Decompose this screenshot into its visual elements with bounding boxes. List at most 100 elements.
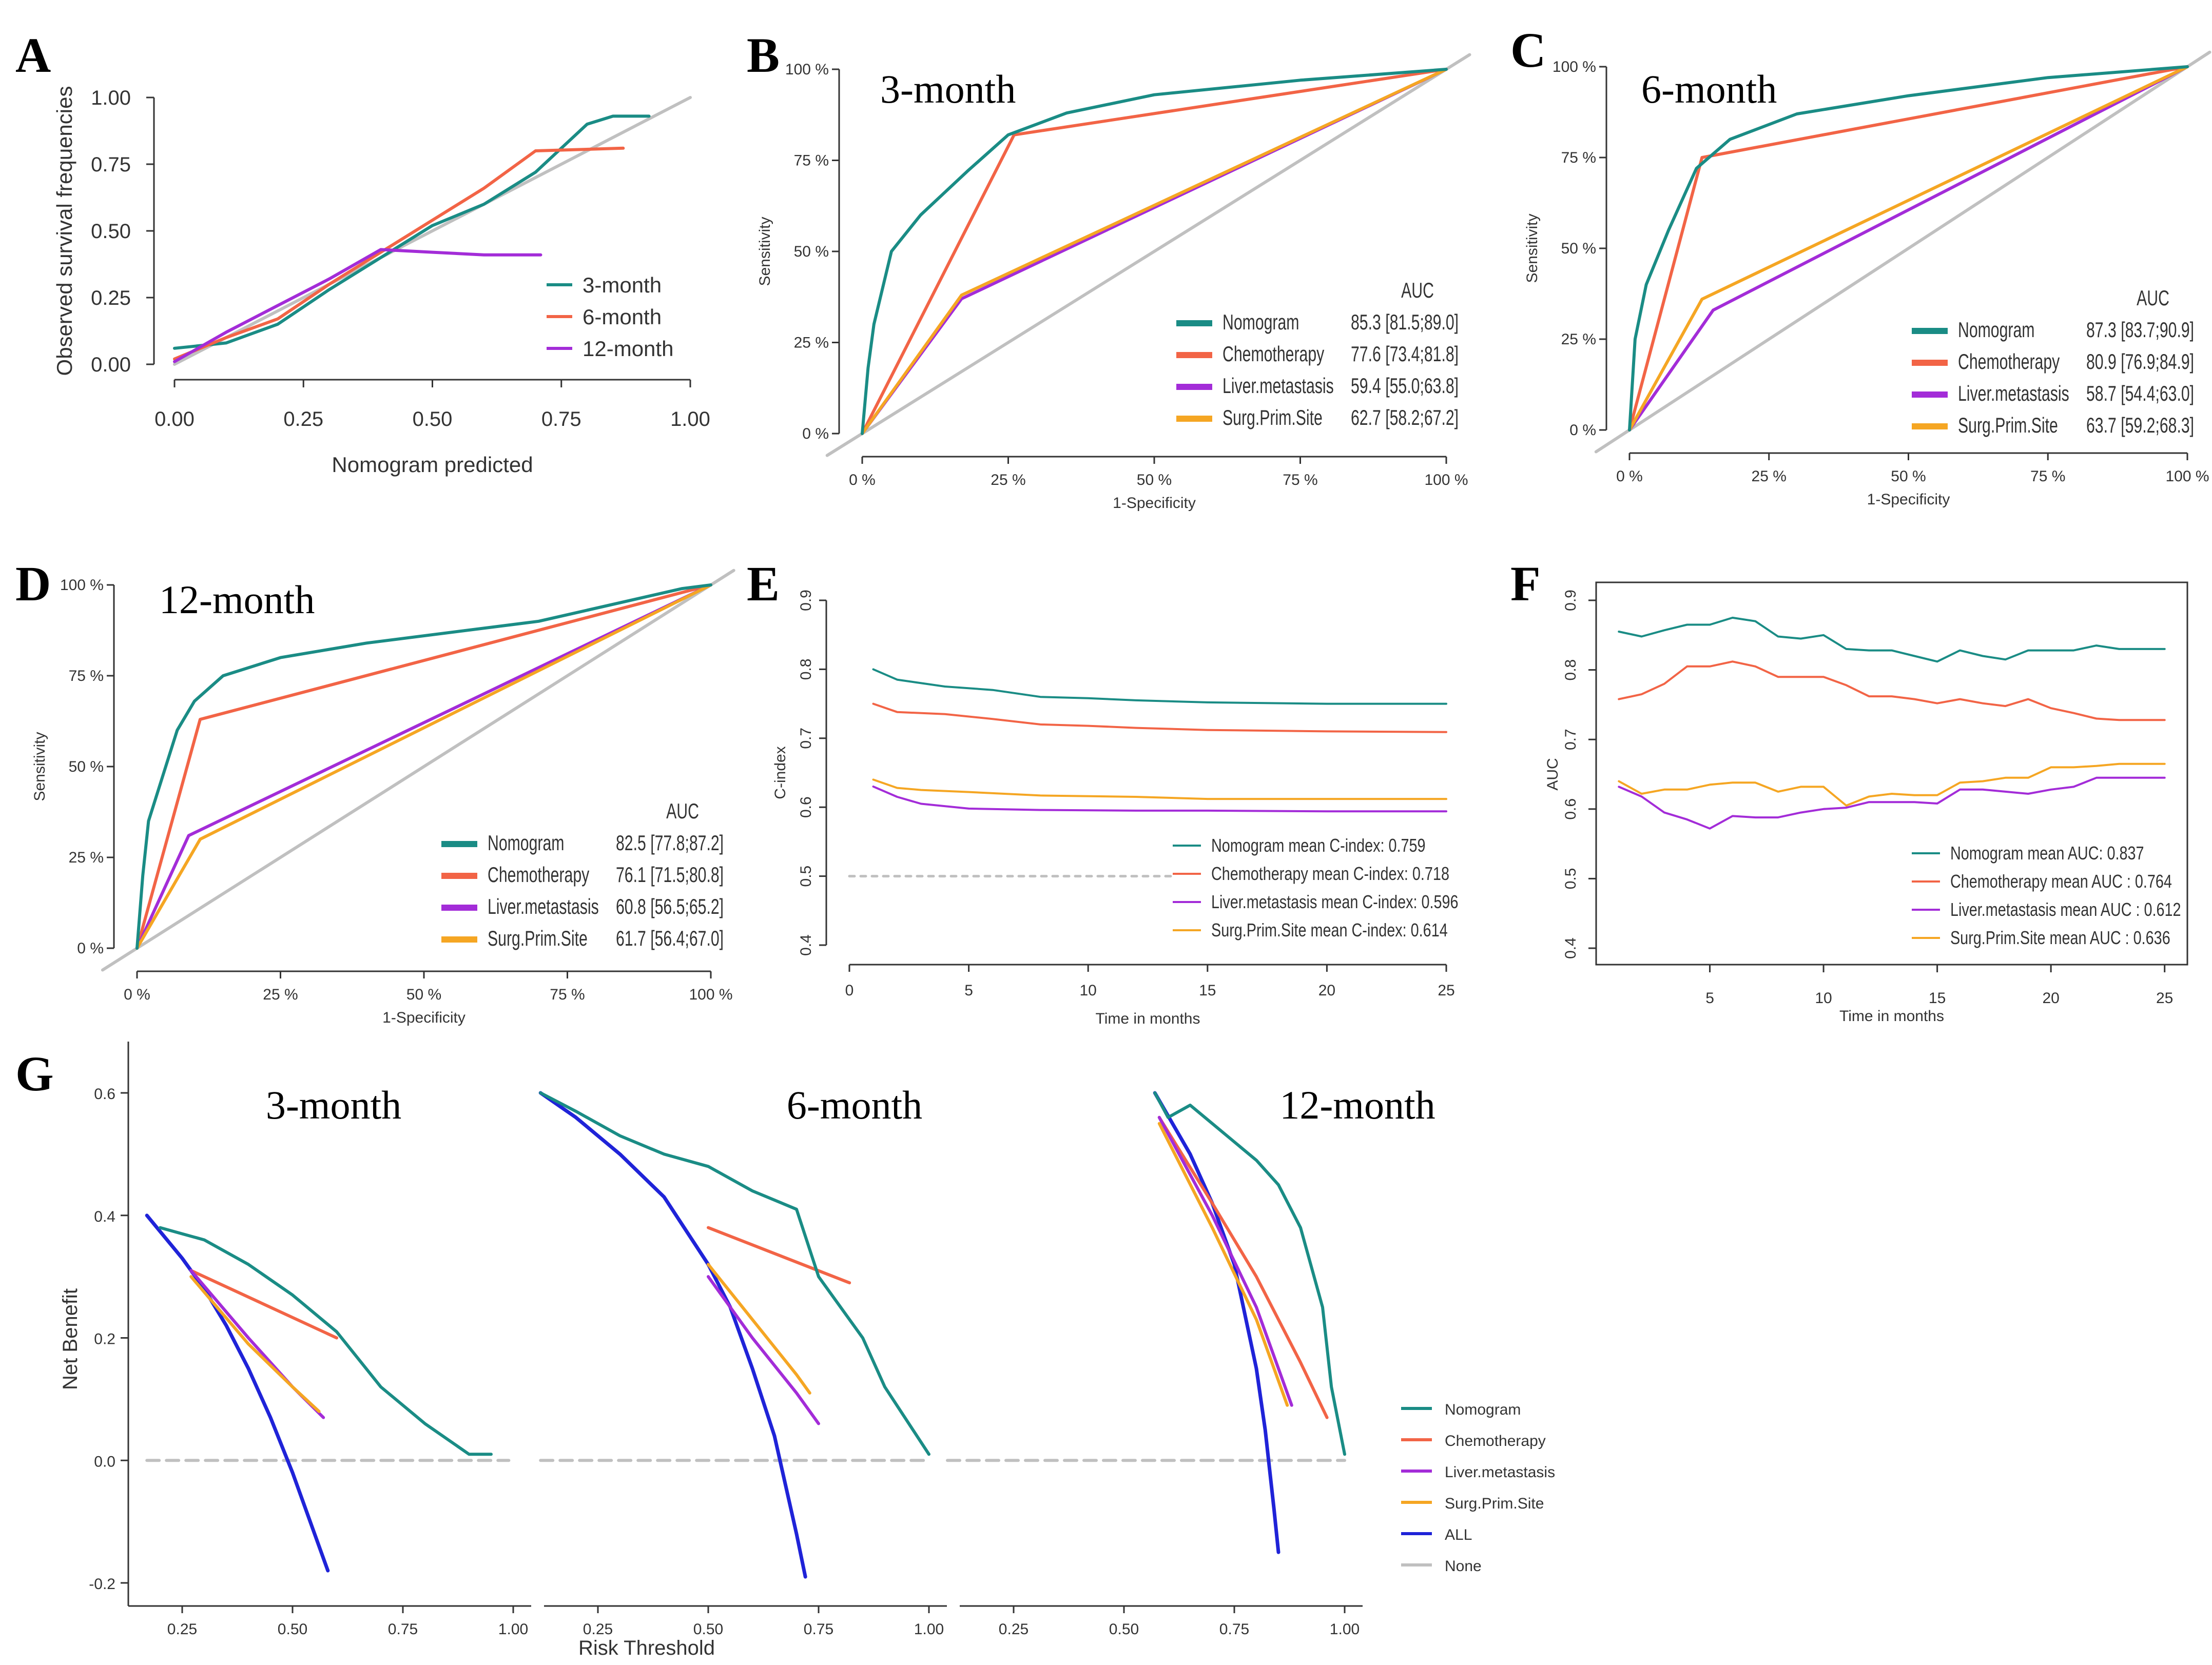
legend-label-g-surg-prim-site: Surg.Prim.Site (1445, 1495, 1544, 1512)
y-axis-label-c: Sensitivity (1524, 213, 1541, 283)
y-tick-label-e: 0.5 (798, 866, 814, 887)
legend-label-d-nomogram: Nomogram (488, 831, 565, 855)
legend-label-e-chemotherapy: Chemotherapy mean C-index: 0.718 (1211, 863, 1449, 884)
auc-line-liver-metastasis (1618, 776, 2166, 830)
x-tick-label-c: 75 % (2030, 468, 2065, 485)
legend-label-a-12-month: 12-month (583, 337, 673, 361)
x-axis-label-f: Time in months (1839, 1008, 1944, 1025)
legend-auc-b-liver-metastasis: 59.4 [55.0;63.8] (1351, 374, 1459, 398)
x-tick-label-d: 25 % (263, 986, 298, 1003)
roc-curve-c-chemotherapy (1628, 65, 2189, 432)
x-tick-label-a: 0.00 (154, 408, 195, 430)
y-tick-label-b: 50 % (794, 243, 829, 260)
y-tick-label-g: 0.4 (94, 1208, 115, 1225)
y-tick-label-g: 0.0 (94, 1453, 115, 1470)
x-tick-label-g: 0.25 (583, 1621, 613, 1638)
cindex-line-liver-metastasis (872, 785, 1447, 813)
panel-label-g: G (15, 1046, 54, 1101)
panel-label-f: F (1510, 556, 1541, 611)
legend-label-c-chemotherapy: Chemotherapy (1958, 349, 2060, 374)
y-tick-label-f: 0.4 (1562, 937, 1579, 959)
x-tick-label-g: 0.50 (693, 1621, 723, 1638)
legend-auc-d-nomogram: 82.5 [77.8;87.2] (616, 831, 724, 855)
y-axis-label-f: AUC (1544, 758, 1561, 790)
x-tick-label-g: 0.50 (1109, 1621, 1139, 1638)
x-tick-label-f: 5 (1705, 990, 1714, 1007)
y-tick-label-a: 0.25 (91, 287, 131, 309)
calibration-line-3-month (173, 114, 651, 350)
decision-curve-3-month-nomogram (159, 1226, 493, 1456)
legend-auc-d-chemotherapy: 76.1 [71.5;80.8] (616, 863, 724, 887)
y-axis-label-e: C-index (772, 746, 789, 799)
decision-curve-12-month-chemotherapy (1157, 1115, 1329, 1419)
legend-label-d-chemotherapy: Chemotherapy (488, 863, 590, 887)
y-tick-label-c: 0 % (1569, 422, 1596, 439)
y-tick-label-d: 25 % (69, 849, 104, 866)
y-axis-label-g: Net Benefit (59, 1288, 82, 1390)
legend-label-d-liver-metastasis: Liver.metastasis (488, 894, 599, 918)
y-tick-label-b: 100 % (785, 61, 829, 78)
x-tick-label-g: 0.50 (278, 1621, 307, 1638)
decision-curve-6-month-chemotherapy (707, 1226, 851, 1285)
legend-label-g-chemotherapy: Chemotherapy (1445, 1433, 1546, 1449)
decision-curve-6-month-nomogram (539, 1091, 930, 1456)
panel-label-d: D (15, 556, 51, 611)
calibration-line-6-month (173, 146, 625, 361)
x-tick-label-a: 0.25 (283, 408, 323, 430)
x-tick-label-g: 0.25 (167, 1621, 197, 1638)
legend-label-d-surg-prim-site: Surg.Prim.Site (488, 926, 588, 950)
x-tick-label-g: 1.00 (914, 1621, 944, 1638)
decision-curve-12-month-surg-prim-site (1157, 1122, 1289, 1407)
legend-label-e-surg-prim-site: Surg.Prim.Site mean C-index: 0.614 (1211, 919, 1448, 941)
legend-label-e-liver-metastasis: Liver.metastasis mean C-index: 0.596 (1211, 891, 1459, 912)
legend-label-e-nomogram: Nomogram mean C-index: 0.759 (1211, 835, 1426, 856)
legend-label-c-surg-prim-site: Surg.Prim.Site (1958, 413, 2058, 437)
decision-curve-12-month-nomogram (1153, 1091, 1346, 1456)
x-tick-label-d: 100 % (689, 986, 732, 1003)
chance-diagonal-c (1594, 50, 2211, 454)
y-tick-label-c: 75 % (1561, 149, 1596, 166)
y-tick-label-d: 75 % (69, 668, 104, 684)
chance-diagonal-d (101, 569, 735, 972)
x-tick-label-b: 25 % (991, 472, 1025, 488)
x-axis-label-b: 1-Specificity (1113, 495, 1196, 512)
y-tick-label-a: 0.75 (91, 153, 131, 176)
legend-label-g-liver-metastasis: Liver.metastasis (1445, 1464, 1555, 1481)
plot-frame-f (1595, 581, 2188, 966)
legend-label-f-nomogram: Nomogram mean AUC: 0.837 (1950, 843, 2144, 864)
cindex-line-nomogram (872, 668, 1447, 705)
panel-label-c: C (1510, 23, 1546, 77)
panel-title-d: 12-month (159, 577, 315, 622)
legend-auc-c-surg-prim-site: 63.7 [59.2;68.3] (2086, 413, 2194, 437)
y-tick-label-c: 25 % (1561, 331, 1596, 348)
y-tick-label-c: 100 % (1553, 58, 1596, 75)
legend-label-b-chemotherapy: Chemotherapy (1223, 342, 1325, 366)
x-tick-label-e: 25 (1438, 982, 1454, 999)
x-tick-label-e: 15 (1199, 982, 1216, 999)
y-tick-label-a: 0.00 (91, 354, 131, 376)
legend-label-a-3-month: 3-month (583, 273, 662, 297)
roc-curve-c-liver-metastasis (1628, 65, 2189, 432)
y-tick-label-f: 0.8 (1562, 659, 1579, 681)
decision-curve-6-month-all (538, 1091, 807, 1579)
legend-header-c: AUC (2137, 286, 2169, 310)
x-axis-label-g: Risk Threshold (578, 1637, 715, 1659)
cindex-line-chemotherapy (872, 702, 1447, 733)
x-tick-label-e: 0 (845, 982, 854, 999)
legend-label-g-all: ALL (1445, 1526, 1472, 1543)
roc-curve-c-surg-prim-site (1628, 65, 2189, 432)
x-tick-label-f: 20 (2042, 990, 2059, 1007)
panel-title-g-3-month: 3-month (266, 1083, 401, 1127)
roc-curve-d-surg-prim-site (135, 583, 712, 950)
legend-auc-c-chemotherapy: 80.9 [76.9;84.9] (2086, 349, 2194, 374)
panel-title-b: 3-month (880, 67, 1016, 111)
x-tick-label-c: 100 % (2165, 468, 2209, 485)
x-tick-label-d: 75 % (550, 986, 585, 1003)
legend-auc-b-nomogram: 85.3 [81.5;89.0] (1351, 310, 1459, 334)
legend-label-c-liver-metastasis: Liver.metastasis (1958, 381, 2069, 405)
x-tick-label-g: 0.75 (804, 1621, 833, 1638)
legend-label-f-surg-prim-site: Surg.Prim.Site mean AUC : 0.636 (1950, 927, 2170, 948)
y-axis-label-d: Sensitivity (31, 732, 48, 801)
legend-label-g-nomogram: Nomogram (1445, 1401, 1521, 1418)
x-axis-label-d: 1-Specificity (382, 1009, 465, 1026)
